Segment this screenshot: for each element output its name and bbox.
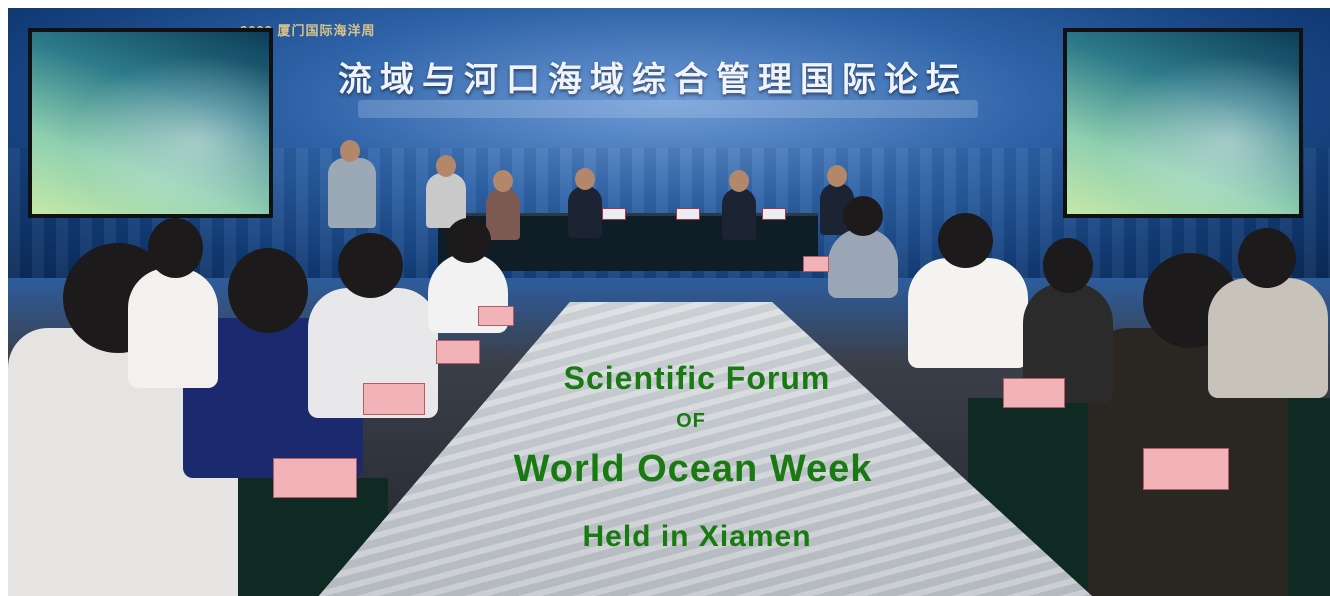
attendee	[1208, 228, 1328, 398]
caption-line-2: OF	[676, 410, 706, 432]
attendee	[828, 196, 898, 298]
nameplate	[762, 208, 786, 220]
attendee	[128, 218, 218, 388]
name-card	[436, 340, 480, 364]
caption-line-3: World Ocean Week	[513, 448, 873, 490]
banner-subtitle-strip	[358, 100, 978, 118]
attendee	[428, 218, 508, 333]
banner-logo-text: 2009 厦门国际海洋周	[240, 23, 376, 38]
nameplate	[676, 208, 700, 220]
projection-screen-right	[1063, 28, 1303, 218]
panelist	[486, 170, 520, 240]
panelist	[568, 168, 602, 238]
name-card	[478, 306, 514, 326]
banner-title: 流域与河口海域综合管理国际论坛	[338, 60, 968, 100]
cameraman	[328, 140, 376, 228]
name-card	[1143, 448, 1229, 490]
name-card	[1003, 378, 1065, 408]
name-card	[363, 383, 425, 415]
name-card	[273, 458, 357, 498]
caption-line-1: Scientific Forum	[563, 360, 831, 396]
attendee	[908, 213, 1028, 368]
nameplate	[602, 208, 626, 220]
conference-photo: 2009 厦门国际海洋周 流域与河口海域综合管理国际论坛	[8, 8, 1330, 596]
caption-line-4: Held in Xiamen	[582, 520, 812, 553]
panelist	[722, 170, 756, 240]
carpet-aisle	[8, 8, 1330, 596]
name-card	[803, 256, 829, 272]
projection-screen-left	[28, 28, 273, 218]
